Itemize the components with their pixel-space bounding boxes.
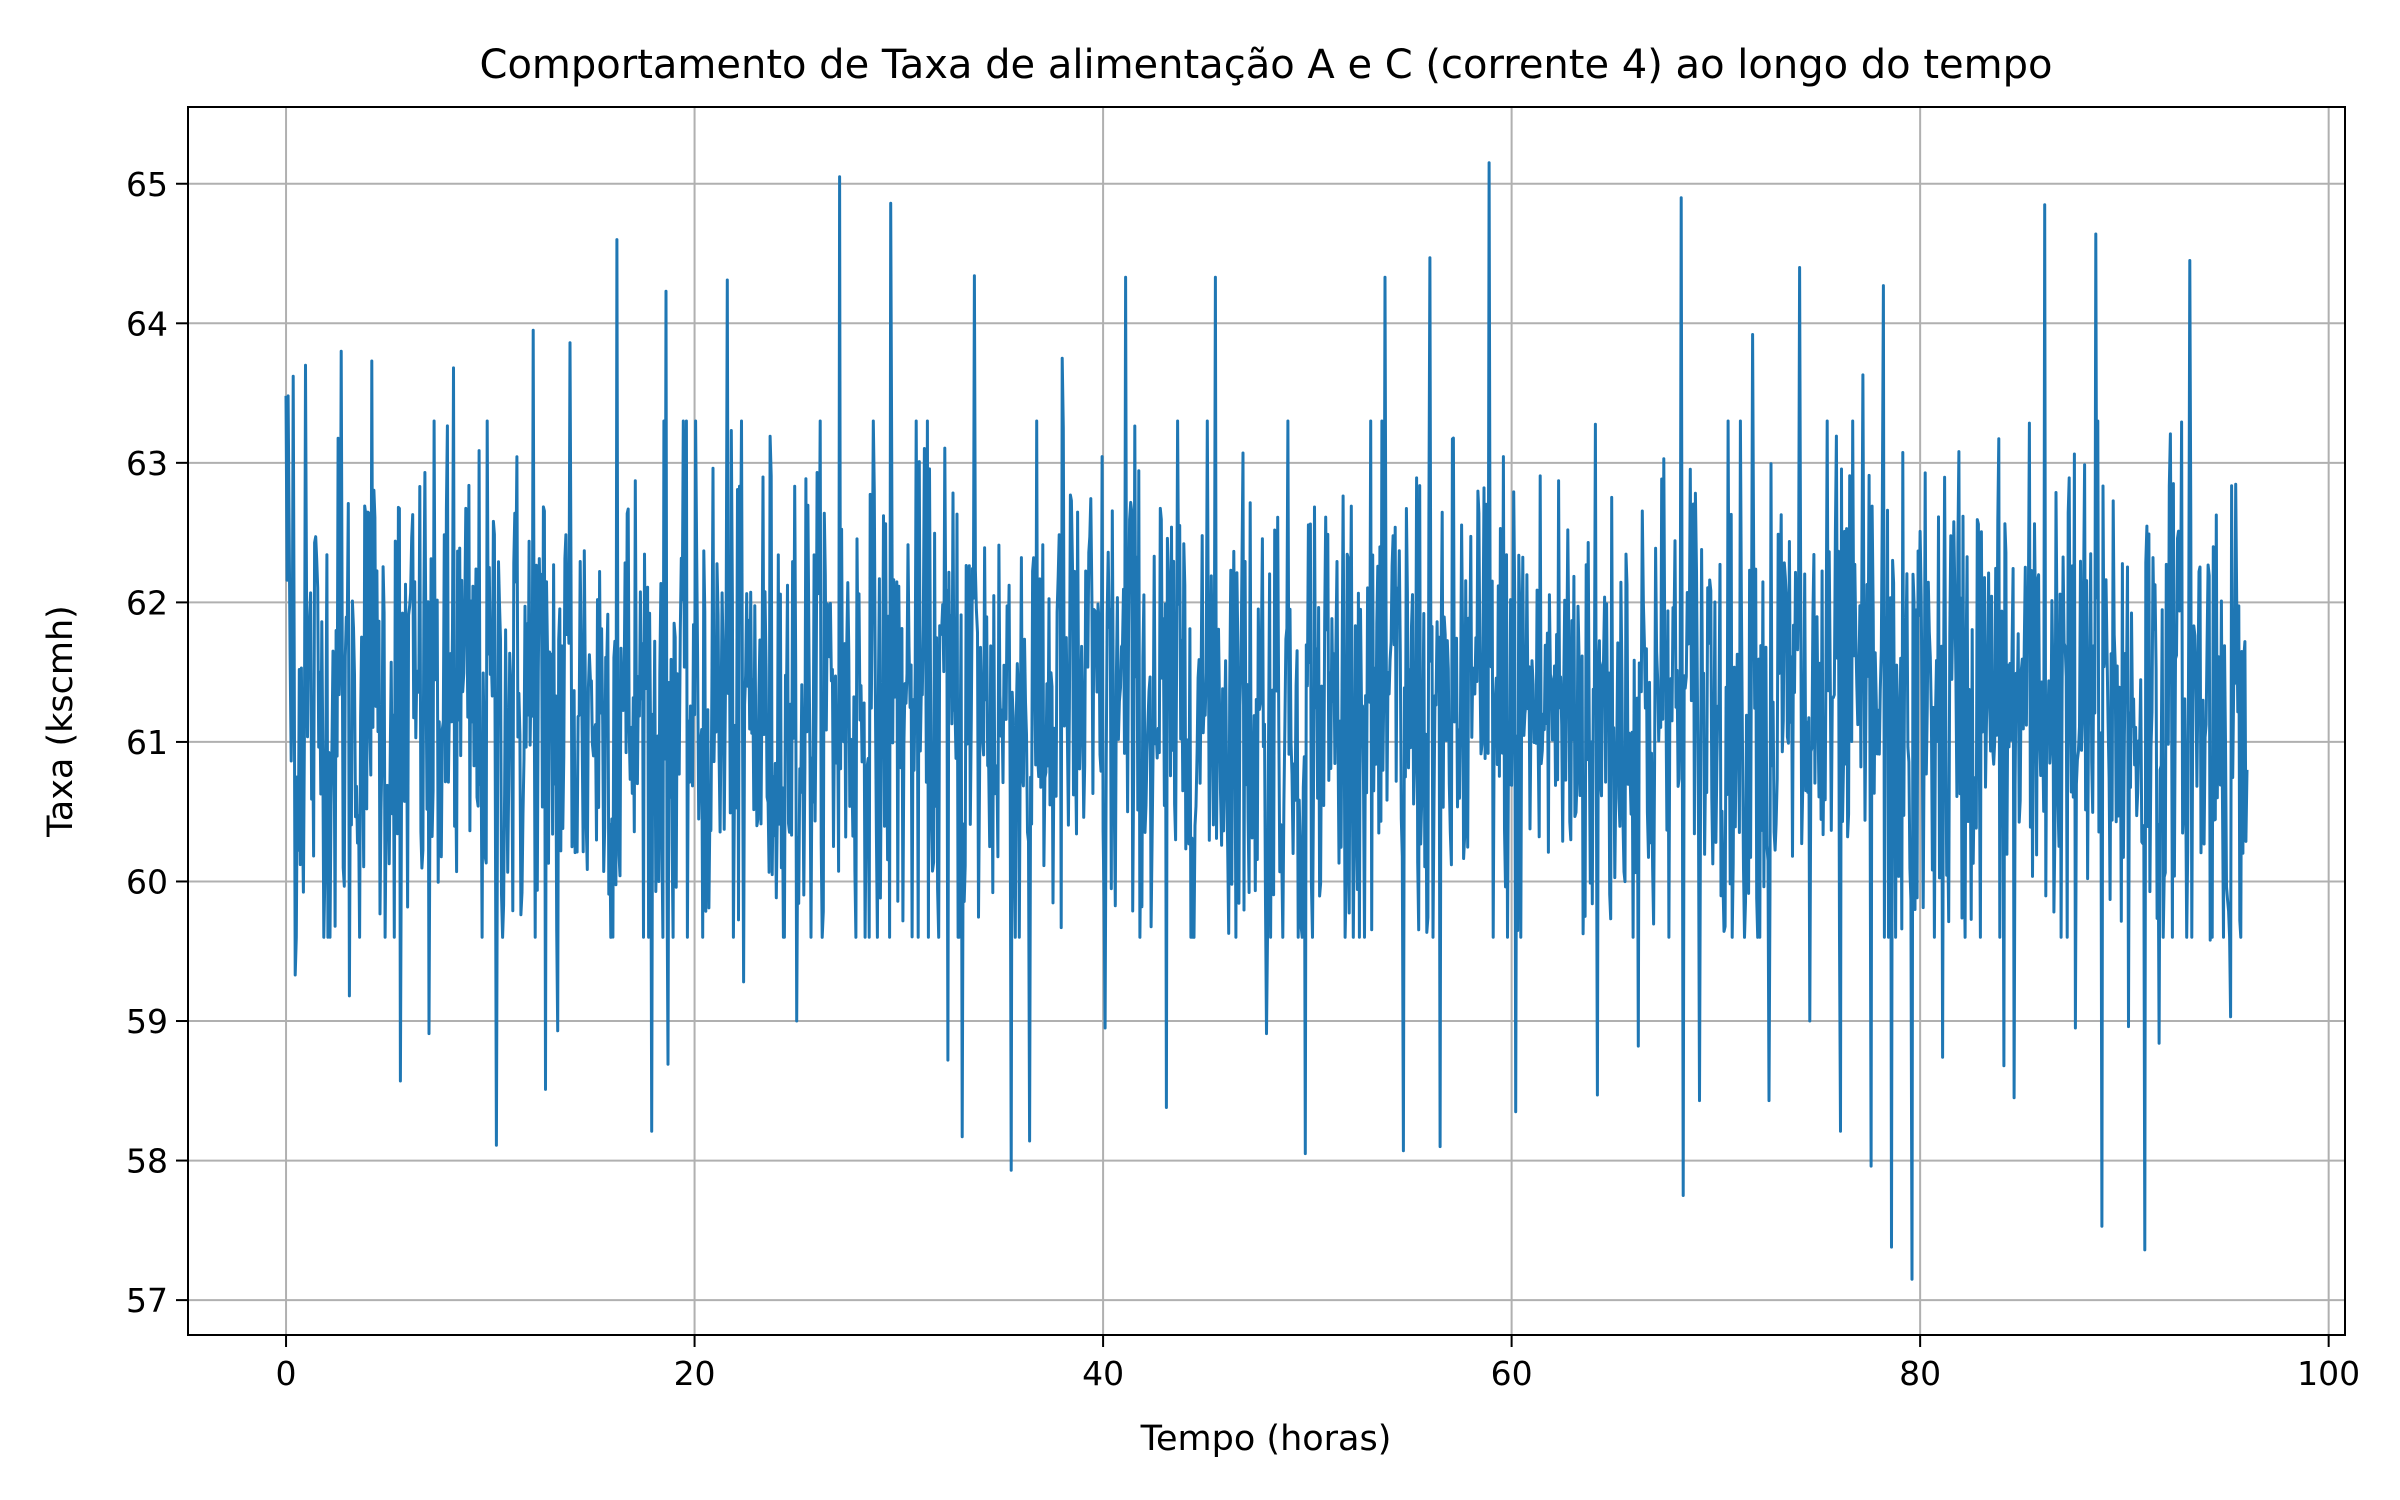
y-tick-label: 65 <box>126 165 168 204</box>
y-tick-label: 60 <box>126 862 168 901</box>
y-tick-label: 62 <box>126 583 168 622</box>
y-gridlines <box>188 182 2345 1302</box>
y-tick-label: 58 <box>126 1142 168 1181</box>
y-axis-label: Taxa (kscmh) <box>41 605 81 838</box>
x-tick-label: 60 <box>1491 1354 1533 1393</box>
y-tick-label: 64 <box>126 304 168 343</box>
x-tick-label: 100 <box>2297 1354 2360 1393</box>
chart-title: Comportamento de Taxa de alimentação A e… <box>480 42 2053 88</box>
x-tick-label: 20 <box>674 1354 716 1393</box>
y-tick-label: 59 <box>126 1002 168 1041</box>
x-tick-label: 0 <box>276 1354 297 1393</box>
x-tick-label: 80 <box>1899 1354 1941 1393</box>
plot-frame <box>187 106 2346 1336</box>
x-axis-label: Tempo (horas) <box>1140 1419 1392 1459</box>
x-axis: 0 20 40 60 80 100 <box>276 1335 2360 1393</box>
series-line <box>284 161 2249 1281</box>
y-tick-label: 61 <box>126 723 168 762</box>
y-tick-label: 63 <box>126 444 168 483</box>
x-tick-label: 40 <box>1082 1354 1124 1393</box>
y-axis: 57 58 59 60 61 62 63 64 65 <box>126 165 188 1320</box>
y-tick-label: 57 <box>126 1281 168 1320</box>
